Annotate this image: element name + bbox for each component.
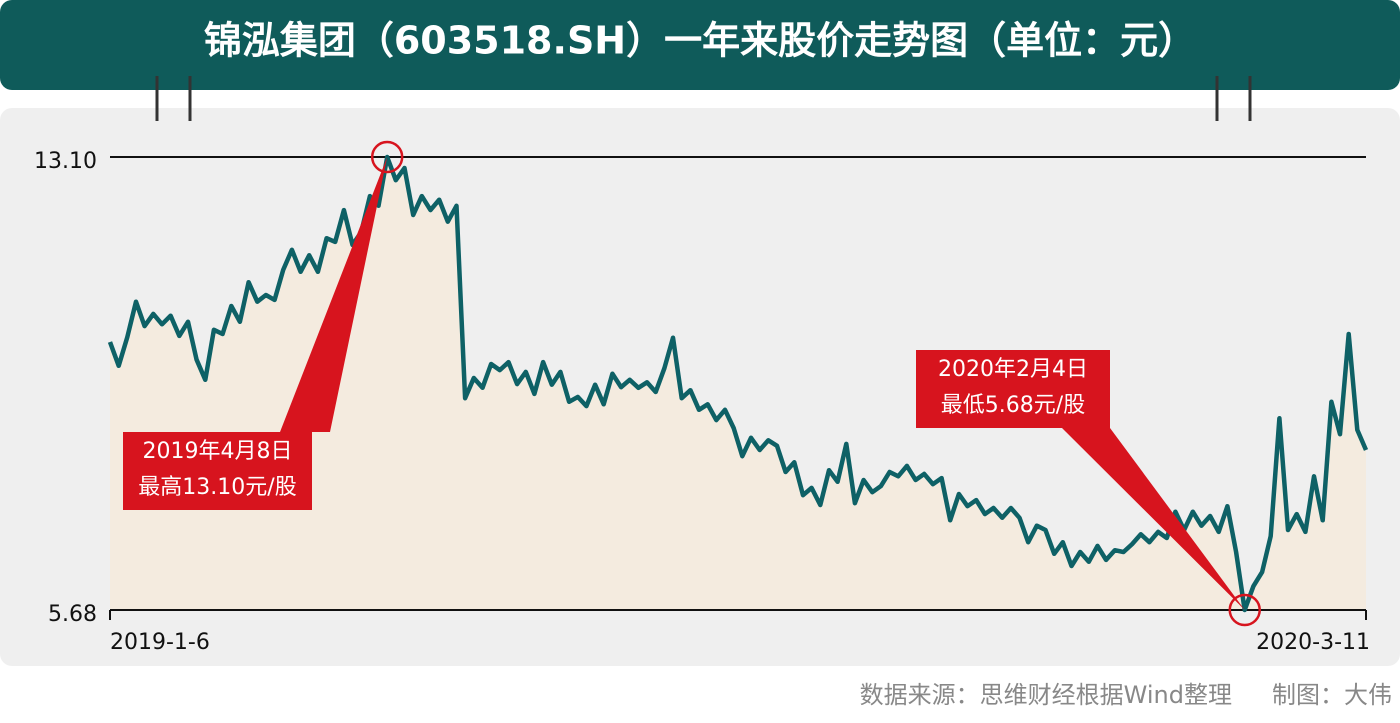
callout-text: 2020年2月4日 <box>938 357 1088 382</box>
callout-text: 最高13.10元/股 <box>138 475 296 500</box>
x-tick-label: 2019-1-6 <box>110 630 210 655</box>
callout-text: 2019年4月8日 <box>143 439 293 464</box>
callout-box <box>123 432 312 510</box>
extreme-marker <box>1228 593 1261 627</box>
extreme-marker <box>370 140 404 174</box>
x-tick-label: 2020-3-11 <box>1256 630 1370 655</box>
callout-box <box>916 350 1110 428</box>
callout-text: 最低5.68元/股 <box>941 393 1085 418</box>
callout-pointer <box>280 157 388 432</box>
y-tick-label: 13.10 <box>34 149 97 174</box>
title-bar <box>0 0 1400 90</box>
chart-title: 锦泓集团（603518.SH）一年来股价走势图（单位：元） <box>204 19 1196 63</box>
callout-pointer <box>1062 428 1245 610</box>
y-tick-label: 5.68 <box>48 602 97 627</box>
decor-ticks <box>155 76 1252 121</box>
source: 数据来源：思维财经根据Wind整理 <box>860 681 1232 709</box>
area <box>110 157 1366 610</box>
credit: 制图：大伟 <box>1272 681 1392 709</box>
price-line <box>107 154 1369 613</box>
